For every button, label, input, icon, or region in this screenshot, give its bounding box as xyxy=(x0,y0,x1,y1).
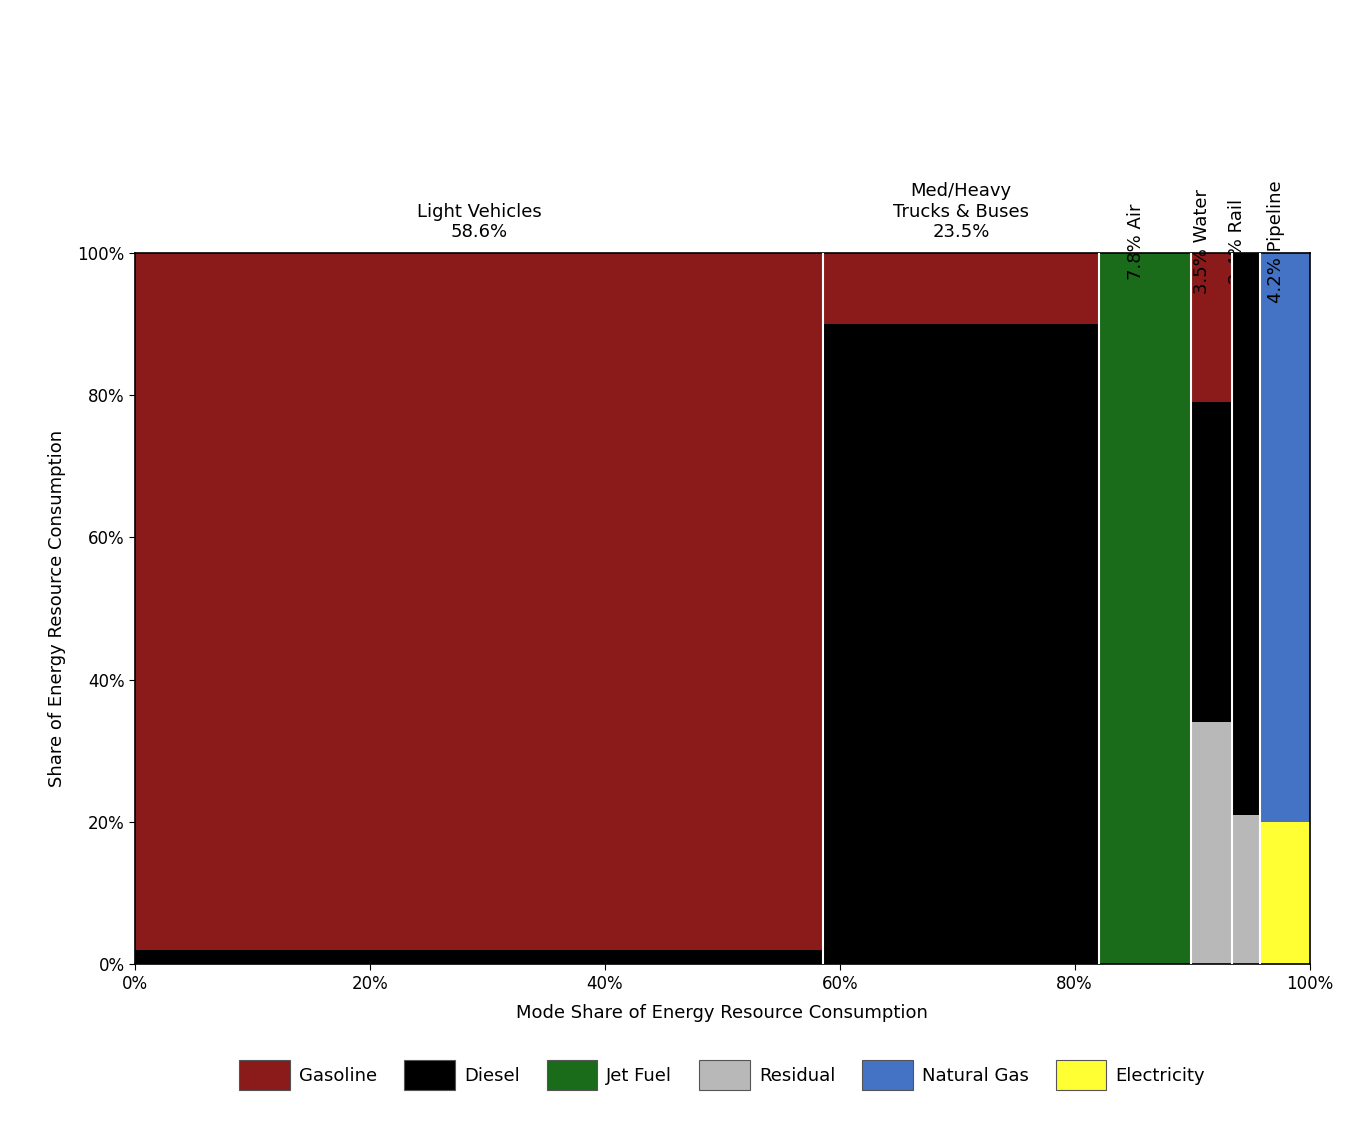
Bar xyxy=(1260,822,1310,964)
Bar xyxy=(1260,253,1310,822)
Bar xyxy=(1191,402,1233,722)
Legend: Gasoline, Diesel, Jet Fuel, Residual, Natural Gas, Electricity: Gasoline, Diesel, Jet Fuel, Residual, Na… xyxy=(232,1053,1212,1097)
Bar xyxy=(1099,253,1191,964)
Y-axis label: Share of Energy Resource Consumption: Share of Energy Resource Consumption xyxy=(49,429,66,788)
Bar xyxy=(1191,253,1233,402)
Text: Med/Heavy
Trucks & Buses
23.5%: Med/Heavy Trucks & Buses 23.5% xyxy=(894,181,1029,241)
X-axis label: Mode Share of Energy Resource Consumption: Mode Share of Energy Resource Consumptio… xyxy=(516,1003,929,1022)
Bar xyxy=(1191,722,1233,964)
Text: 3.5% Water: 3.5% Water xyxy=(1193,189,1211,294)
Bar xyxy=(824,253,1099,324)
Text: 4.2% Pipeline: 4.2% Pipeline xyxy=(1266,180,1285,303)
Text: 7.8% Air: 7.8% Air xyxy=(1127,203,1145,280)
Bar xyxy=(135,951,824,964)
Bar xyxy=(824,324,1099,964)
Text: 2.4% Rail: 2.4% Rail xyxy=(1228,199,1246,284)
Bar xyxy=(135,253,824,951)
Bar xyxy=(1233,815,1260,964)
Bar xyxy=(1233,253,1260,815)
Text: Light Vehicles
58.6%: Light Vehicles 58.6% xyxy=(417,203,541,241)
